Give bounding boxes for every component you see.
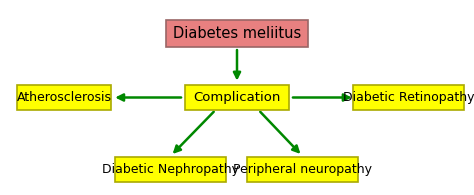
Text: Diabetic Nephropathy: Diabetic Nephropathy (102, 163, 239, 176)
Text: Complication: Complication (193, 91, 281, 104)
Text: Peripheral neuropathy: Peripheral neuropathy (233, 163, 372, 176)
FancyBboxPatch shape (353, 85, 464, 110)
FancyBboxPatch shape (115, 157, 226, 182)
Text: Atherosclerosis: Atherosclerosis (17, 91, 111, 104)
FancyBboxPatch shape (185, 85, 289, 110)
Text: Diabetes meliitus: Diabetes meliitus (173, 26, 301, 41)
FancyBboxPatch shape (17, 85, 111, 110)
Text: Diabetic Retinopathy: Diabetic Retinopathy (343, 91, 474, 104)
FancyBboxPatch shape (246, 157, 358, 182)
FancyBboxPatch shape (166, 20, 308, 47)
